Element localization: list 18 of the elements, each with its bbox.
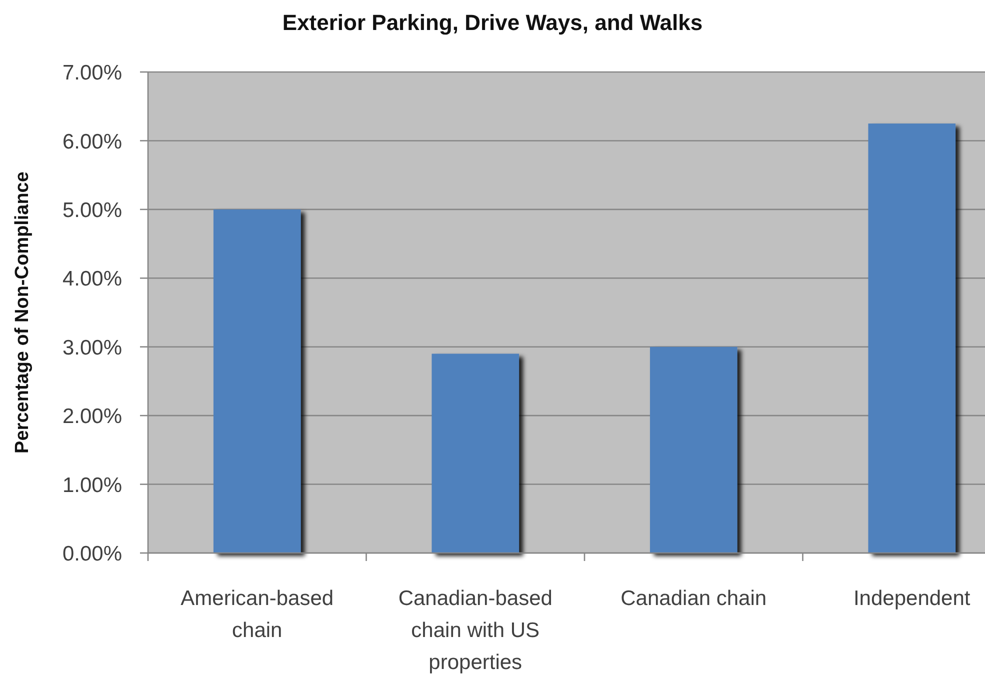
y-tick-label: 3.00% [62, 336, 122, 360]
y-tick-label: 7.00% [62, 62, 122, 85]
y-tick-label: 5.00% [62, 198, 122, 222]
y-tick-label: 0.00% [62, 542, 122, 566]
bar [650, 346, 738, 553]
y-tick-label: 4.00% [62, 268, 122, 291]
bar [213, 209, 301, 553]
chart-title: Exterior Parking, Drive Ways, and Walks [282, 10, 703, 35]
y-tick-label: 2.00% [62, 405, 122, 428]
bar [432, 354, 520, 553]
x-tick-label: American-based chain [180, 587, 334, 642]
y-tick-label: 6.00% [62, 130, 122, 154]
x-tick-label: Canadian-based chain with US properties [398, 587, 552, 674]
y-tick-label: 1.00% [62, 474, 122, 497]
x-tick-label: Canadian chain [620, 587, 767, 610]
bar [868, 124, 956, 553]
x-tick-label: Independent [853, 587, 970, 610]
y-axis-title: Percentage of Non-Compliance [12, 172, 33, 454]
